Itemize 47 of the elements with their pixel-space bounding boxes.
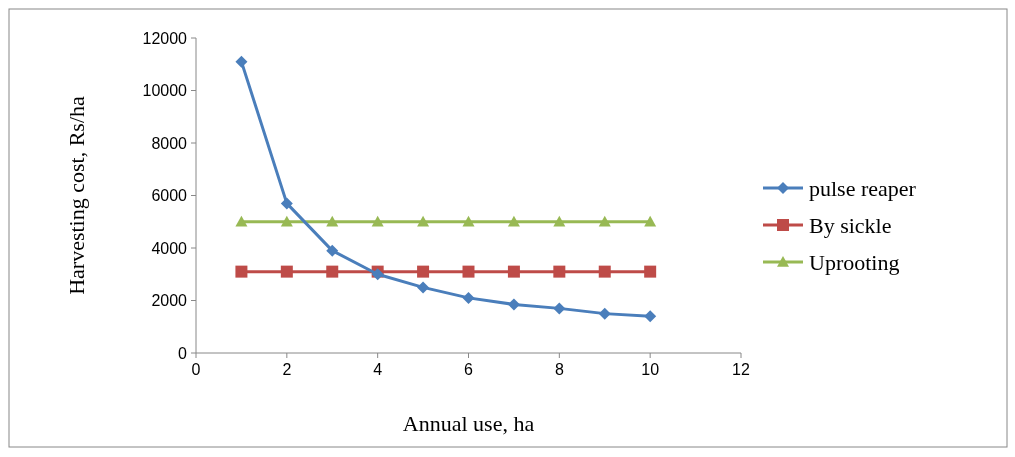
y-axis-title: Harvesting cost, Rs/ha — [64, 95, 89, 295]
point — [326, 215, 339, 227]
y-tick-label: 2000 — [151, 292, 188, 310]
point — [553, 302, 566, 315]
legend-label: pulse reaper — [809, 175, 917, 201]
point — [553, 215, 566, 227]
point — [417, 281, 430, 294]
point — [644, 265, 657, 278]
x-axis-title: Annual use, ha — [402, 411, 535, 436]
x-tick-label: 10 — [641, 361, 660, 378]
legend-label: By sickle — [809, 212, 892, 238]
x-tick-label: 2 — [282, 361, 292, 378]
point — [326, 265, 339, 278]
point — [280, 215, 293, 227]
x-tick-label: 4 — [373, 361, 383, 378]
point — [417, 215, 430, 227]
point — [553, 265, 566, 278]
point — [507, 298, 520, 311]
point — [235, 55, 248, 68]
y-tick-label: 10000 — [142, 82, 188, 100]
point — [644, 310, 657, 323]
y-tick-label: 8000 — [151, 134, 188, 152]
x-tick-label: 0 — [191, 361, 201, 378]
x-tick-label: 6 — [464, 361, 474, 378]
legend-label: Uprooting — [809, 249, 900, 275]
point — [462, 291, 475, 304]
point — [417, 265, 430, 278]
point — [598, 265, 611, 278]
point — [644, 215, 657, 227]
point — [235, 265, 248, 278]
point — [326, 244, 339, 257]
point — [462, 265, 475, 278]
point — [598, 307, 611, 320]
point — [280, 197, 293, 210]
y-tick-label: 4000 — [151, 239, 188, 257]
point — [280, 265, 293, 278]
x-tick-label: 12 — [732, 361, 750, 378]
point — [507, 265, 520, 278]
point — [598, 215, 611, 227]
y-tick-label: 12000 — [142, 29, 188, 47]
point — [462, 215, 475, 227]
point — [235, 215, 248, 227]
x-tick-label: 8 — [554, 361, 564, 378]
y-tick-label: 0 — [178, 344, 188, 362]
y-tick-label: 6000 — [151, 187, 188, 205]
point — [371, 215, 384, 227]
point — [507, 215, 520, 227]
